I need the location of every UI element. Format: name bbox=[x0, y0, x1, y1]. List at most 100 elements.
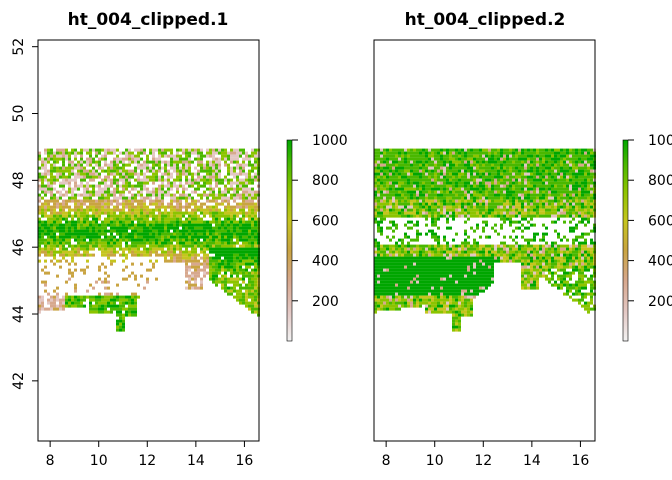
raster-cell bbox=[581, 205, 584, 209]
raster-cell bbox=[131, 169, 134, 173]
raster-cell bbox=[38, 226, 41, 230]
raster-cell bbox=[50, 307, 53, 311]
raster-cell bbox=[119, 301, 122, 305]
raster-cell bbox=[68, 232, 71, 236]
raster-cell bbox=[212, 157, 215, 161]
raster-cell bbox=[548, 187, 551, 191]
raster-cell bbox=[224, 154, 227, 158]
raster-cell bbox=[590, 166, 593, 170]
raster-cell bbox=[50, 205, 53, 209]
raster-cell bbox=[545, 226, 548, 230]
raster-cell bbox=[104, 193, 107, 197]
raster-cell bbox=[404, 157, 407, 161]
raster-cell bbox=[575, 166, 578, 170]
raster-cell bbox=[563, 172, 566, 176]
raster-cell bbox=[200, 250, 203, 254]
raster-cell bbox=[128, 205, 131, 209]
raster-cell bbox=[224, 256, 227, 260]
raster-cell bbox=[545, 169, 548, 173]
raster-cell bbox=[590, 151, 593, 155]
raster-cell bbox=[530, 163, 533, 167]
raster-cell bbox=[434, 247, 437, 251]
raster-cell bbox=[125, 313, 128, 317]
raster-cell bbox=[488, 190, 491, 194]
raster-cell bbox=[137, 181, 140, 185]
raster-cell bbox=[449, 169, 452, 173]
raster-cell bbox=[74, 295, 77, 299]
raster-cell bbox=[191, 244, 194, 248]
raster-cell bbox=[248, 193, 251, 197]
raster-cell bbox=[581, 181, 584, 185]
raster-cell bbox=[68, 199, 71, 203]
raster-cell bbox=[197, 253, 200, 257]
raster-cell bbox=[410, 157, 413, 161]
raster-cell bbox=[443, 196, 446, 200]
raster-cell bbox=[188, 229, 191, 233]
raster-cell bbox=[440, 214, 443, 218]
raster-cell bbox=[224, 187, 227, 191]
raster-cell bbox=[110, 250, 113, 254]
raster-cell bbox=[56, 292, 59, 296]
raster-cell bbox=[254, 247, 257, 251]
raster-cell bbox=[404, 196, 407, 200]
raster-cell bbox=[47, 178, 50, 182]
raster-cell bbox=[161, 205, 164, 209]
raster-cell bbox=[74, 205, 77, 209]
raster-cell bbox=[377, 166, 380, 170]
raster-cell bbox=[503, 250, 506, 254]
raster-cell bbox=[251, 235, 254, 239]
raster-cell bbox=[374, 247, 377, 251]
raster-cell bbox=[242, 229, 245, 233]
raster-cell bbox=[485, 148, 488, 152]
raster-cell bbox=[254, 259, 257, 263]
raster-cell bbox=[152, 220, 155, 224]
raster-cell bbox=[104, 199, 107, 203]
raster-cell bbox=[125, 277, 128, 281]
raster-cell bbox=[524, 247, 527, 251]
raster-cell bbox=[56, 211, 59, 215]
raster-cell bbox=[443, 166, 446, 170]
raster-cell bbox=[548, 250, 551, 254]
raster-cell bbox=[440, 166, 443, 170]
raster-cell bbox=[74, 286, 77, 290]
raster-cell bbox=[71, 253, 74, 257]
raster-cell bbox=[41, 226, 44, 230]
raster-cell bbox=[236, 178, 239, 182]
raster-cell bbox=[248, 217, 251, 221]
raster-cell bbox=[419, 181, 422, 185]
raster-cell bbox=[128, 307, 131, 311]
raster-cell bbox=[566, 208, 569, 212]
raster-cell bbox=[245, 205, 248, 209]
raster-cell bbox=[494, 190, 497, 194]
raster-cell bbox=[143, 244, 146, 248]
raster-cell bbox=[179, 220, 182, 224]
raster-cell bbox=[584, 199, 587, 203]
raster-cell bbox=[476, 199, 479, 203]
raster-cell bbox=[158, 214, 161, 218]
raster-cell bbox=[68, 172, 71, 176]
raster-cell bbox=[251, 259, 254, 263]
raster-cell bbox=[542, 199, 545, 203]
raster-cell bbox=[476, 163, 479, 167]
raster-cell bbox=[44, 244, 47, 248]
raster-cell bbox=[437, 166, 440, 170]
raster-cell bbox=[449, 244, 452, 248]
raster-cell bbox=[68, 184, 71, 188]
raster-cell bbox=[422, 214, 425, 218]
raster-cell bbox=[449, 184, 452, 188]
raster-cell bbox=[56, 202, 59, 206]
raster-cell bbox=[68, 169, 71, 173]
raster-cell bbox=[212, 217, 215, 221]
raster-cell bbox=[227, 241, 230, 245]
raster-cell bbox=[374, 211, 377, 215]
raster-cell bbox=[488, 205, 491, 209]
raster-cell bbox=[527, 241, 530, 245]
raster-cell bbox=[62, 304, 65, 308]
raster-cell bbox=[446, 202, 449, 206]
raster-cell bbox=[239, 292, 242, 296]
raster-cell bbox=[80, 181, 83, 185]
raster-cell bbox=[131, 217, 134, 221]
raster-cell bbox=[38, 193, 41, 197]
raster-cell bbox=[395, 172, 398, 176]
raster-cell bbox=[377, 151, 380, 155]
